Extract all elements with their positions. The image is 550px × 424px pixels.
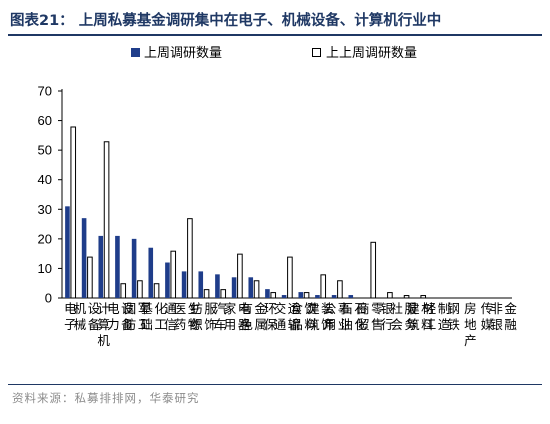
bar-series-2 [287, 256, 293, 299]
x-category-label: 电力设备 [107, 301, 134, 332]
y-tick-label: 40 [38, 172, 52, 187]
bar-series-2 [203, 289, 210, 299]
bar-series-2 [87, 256, 93, 299]
x-category-label: 商贸零售 [357, 301, 384, 332]
x-category-label: 交通运输 [274, 301, 301, 332]
x-category-label: 传媒 [481, 301, 494, 332]
bar-series-1 [315, 295, 320, 298]
legend-label-series-1: 上周调研数量 [144, 46, 222, 61]
y-tick-label: 10 [38, 261, 52, 276]
x-category-label: 食品饮料 [290, 301, 317, 332]
y-tick-label: 30 [38, 202, 52, 217]
x-category-label: 有色金属 [240, 301, 267, 332]
bar-series-1 [131, 238, 137, 298]
bar-series-2 [303, 292, 310, 299]
x-category-label: 轻工制造 [424, 301, 451, 332]
bar-series-2 [187, 218, 193, 299]
x-category-label: 房地产 [464, 301, 477, 348]
bar-series-1 [348, 295, 354, 298]
source-note: 资料来源：私募排排网，华泰研究 [12, 391, 200, 405]
bar-series-1 [115, 235, 120, 298]
y-tick-label: 50 [38, 143, 52, 158]
y-tick-label: 70 [38, 84, 52, 99]
x-category-label: 纺织服饰 [190, 301, 217, 332]
title-bar: 图表21： 上周私募基金调研集中在电子、机械设备、计算机行业中 [0, 0, 550, 36]
bar-series-1 [65, 206, 70, 298]
y-tick-label: 60 [38, 113, 52, 128]
bar-series-1 [298, 292, 304, 298]
bar-series-2 [220, 289, 227, 299]
bar-series-2 [120, 283, 127, 299]
bar-series-2 [137, 280, 143, 299]
source-divider [8, 384, 542, 385]
bar-series-1 [181, 271, 187, 298]
x-category-label: 通信 [164, 301, 177, 332]
x-category-label: 国防军工 [124, 301, 151, 332]
bar-series-1 [81, 218, 87, 298]
bar-series-1 [265, 289, 270, 298]
chart-title: 图表21： 上周私募基金调研集中在电子、机械设备、计算机行业中 [10, 13, 442, 29]
bar-chart: 0 10 20 30 40 50 60 70 电子机械设备计算机电力设备国防军工基础化工通信医药… [38, 46, 518, 348]
bar-series-1 [165, 262, 170, 298]
x-category-label: 计算机 [97, 301, 110, 348]
x-category-label: 非银金融 [490, 301, 517, 332]
bar-series-1 [248, 277, 254, 298]
y-tick-label: 0 [45, 291, 52, 306]
x-category-label: 公用事业 [324, 301, 351, 332]
x-category-label: 钢铁 [447, 301, 460, 332]
bar-series-2 [237, 253, 243, 299]
bar-series-2 [153, 283, 160, 299]
x-category-label: 医药生物 [174, 301, 201, 332]
bar-series-1 [281, 295, 287, 298]
bar-series-2 [103, 141, 110, 299]
bar-series-2 [70, 126, 77, 299]
bar-series-1 [331, 295, 337, 298]
x-category-label: 电子 [64, 301, 77, 332]
bar-series-1 [231, 277, 237, 298]
bar-series-1 [198, 271, 204, 298]
bar-series-2 [170, 250, 177, 299]
x-category-label: 石油石化 [340, 301, 367, 332]
bar-series-2 [420, 295, 427, 299]
title-divider [8, 34, 542, 36]
bar-series-2 [253, 280, 260, 299]
bar-series-2 [270, 292, 277, 299]
x-category-label: 汽车 [214, 301, 227, 332]
x-category-label: 家用电器 [224, 301, 251, 332]
x-category-label: 建筑装饰 [307, 301, 334, 332]
x-category-label: 环保 [264, 301, 277, 332]
x-category-label: 银行 [381, 301, 394, 332]
bar-series-1 [148, 247, 154, 298]
bar-series-2 [337, 280, 343, 299]
x-category-label: 机械设备 [74, 301, 101, 332]
bar-series-1 [215, 274, 220, 298]
bar-series-2 [387, 292, 393, 299]
bar-series-2 [403, 295, 410, 299]
bar-series-2 [320, 274, 327, 299]
x-category-label: 基础化工 [140, 301, 167, 332]
legend-label-series-2: 上上周调研数量 [326, 46, 417, 61]
x-category-label: 建筑材料 [407, 301, 434, 332]
bar-series-1 [98, 235, 104, 298]
legend-swatch-series-1 [131, 48, 140, 57]
legend-swatch-series-2 [312, 48, 321, 57]
x-category-label: 社会服务 [390, 301, 417, 332]
bar-series-2 [370, 241, 377, 299]
y-tick-label: 20 [38, 231, 52, 246]
